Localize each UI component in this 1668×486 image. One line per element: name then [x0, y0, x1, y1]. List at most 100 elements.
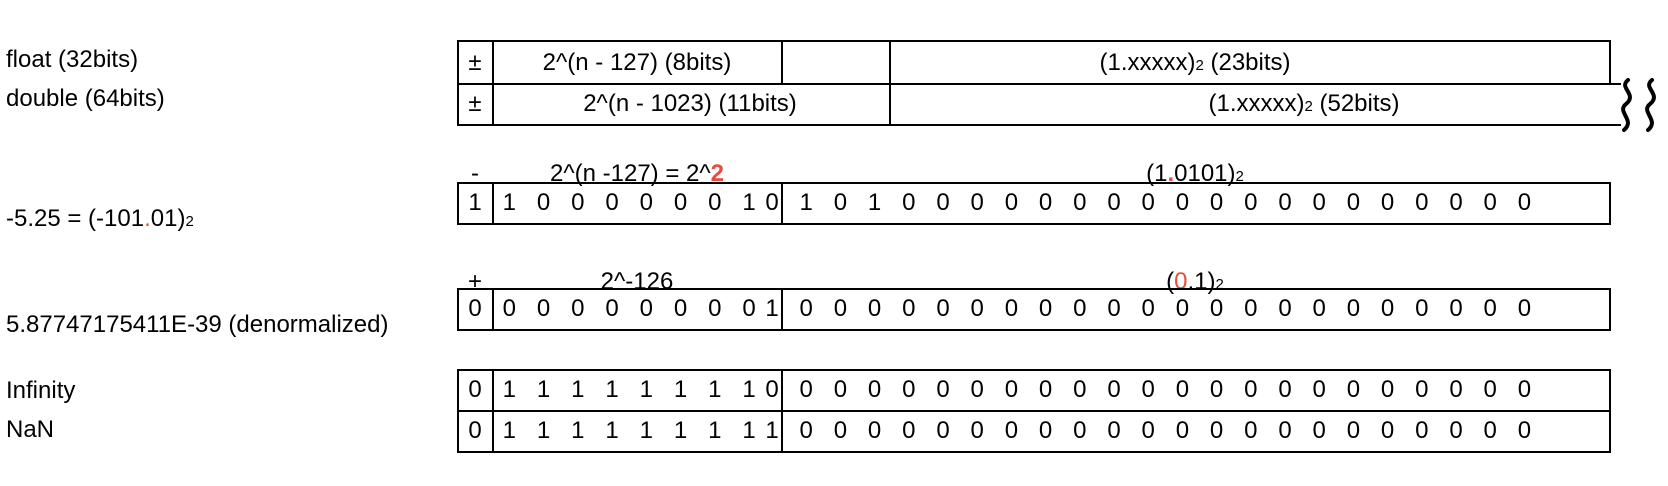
field-divider — [492, 288, 494, 331]
bit-cell: 0 — [1346, 417, 1361, 444]
bit-cell: 0 — [1141, 417, 1155, 444]
bit-cell: 1 — [708, 417, 722, 444]
bit-cell: 0 — [639, 189, 653, 216]
bit-cell: 0 — [605, 189, 619, 216]
bit-cell: 0 — [902, 189, 916, 216]
bit-cell: 0 — [1278, 189, 1292, 216]
bit-cell: 1 — [765, 417, 779, 444]
bit-cell: 0 — [1038, 189, 1053, 216]
float-mantissa-cell: (1.xxxxx)2 (23bits) — [1099, 49, 1291, 76]
bit-cell: 0 — [1209, 295, 1224, 322]
bit-cell: 0 — [1073, 189, 1087, 216]
bit-cell: 0 — [1278, 376, 1292, 403]
bit-cell: 0 — [1483, 295, 1497, 322]
bit-cell: 0 — [1004, 417, 1019, 444]
bit-cell: 0 — [867, 376, 882, 403]
bit-cell: 0 — [1483, 376, 1497, 403]
bit-cell: 0 — [799, 295, 813, 322]
bit-cell: 0 — [799, 376, 813, 403]
bit-cell: 0 — [605, 295, 619, 322]
bit-cell: 0 — [1175, 295, 1190, 322]
example-denormalized-exponent-header: 2^-126 — [600, 268, 674, 295]
bit-cell: 0 — [1244, 417, 1258, 444]
bit-cell: 0 — [1312, 417, 1326, 444]
bit-cell: 0 — [1107, 417, 1121, 444]
bit-cell: 0 — [1449, 417, 1463, 444]
example-denormalized-bit-table — [457, 288, 1611, 331]
bit-cell: 0 — [1278, 295, 1292, 322]
bit-cell: 0 — [902, 295, 916, 322]
bit-cell: 0 — [673, 295, 688, 322]
bit-cell: 0 — [833, 417, 848, 444]
bit-cell: 1 — [673, 376, 688, 403]
bit-cell: 0 — [765, 376, 779, 403]
field-divider — [781, 182, 783, 225]
bit-cell: 0 — [765, 189, 779, 216]
bit-cell: 0 — [1278, 417, 1292, 444]
bit-cell: 0 — [571, 295, 585, 322]
bit-cell: 0 — [970, 295, 984, 322]
bit-cell: 0 — [970, 189, 984, 216]
bit-cell: 1 — [502, 417, 516, 444]
bit-cell: 0 — [1107, 189, 1121, 216]
bit-cell: 0 — [1244, 189, 1258, 216]
bit-cell: 0 — [1141, 376, 1155, 403]
bit-cell: 0 — [1346, 376, 1361, 403]
bit-cell: 0 — [1415, 376, 1429, 403]
bit-cell: 0 — [468, 376, 482, 403]
field-divider — [492, 182, 494, 225]
bit-cell: 0 — [1073, 376, 1087, 403]
bit-cell: 0 — [1312, 376, 1326, 403]
double-format-label: double (64bits) — [6, 85, 165, 112]
bit-cell: 0 — [867, 417, 882, 444]
bit-cell: 0 — [936, 189, 950, 216]
bit-cell: 0 — [1004, 295, 1019, 322]
example-denormalized-label: 5.87747175411E-39 (denormalized) — [6, 311, 389, 338]
row-divider — [457, 410, 1611, 412]
bit-cell: 0 — [1483, 189, 1497, 216]
bit-cell: 0 — [1346, 189, 1361, 216]
bit-cell: 1 — [742, 417, 756, 444]
bit-cell: 0 — [1107, 295, 1121, 322]
bit-cell: 1 — [765, 295, 779, 322]
example-negative-bit-table — [457, 182, 1611, 225]
bit-cell: 0 — [1175, 376, 1190, 403]
bit-cell: 0 — [1175, 417, 1190, 444]
bit-cell: 1 — [708, 376, 722, 403]
nan-label: NaN — [6, 416, 55, 443]
bit-cell: 0 — [1449, 295, 1463, 322]
bit-cell: 0 — [1209, 376, 1224, 403]
field-divider — [781, 288, 783, 331]
bit-cell: 0 — [1483, 417, 1497, 444]
bit-cell: 0 — [1209, 417, 1224, 444]
bit-cell: 0 — [1312, 295, 1326, 322]
bit-cell: 1 — [605, 417, 619, 444]
bit-cell: 0 — [536, 295, 551, 322]
bit-cell: 0 — [867, 295, 882, 322]
float-exponent-cell: 2^(n - 127) (8bits) — [542, 49, 732, 76]
bit-cell: 0 — [708, 295, 722, 322]
bit-cell: 1 — [571, 417, 585, 444]
bit-cell: 0 — [708, 189, 722, 216]
double-exponent-cell: 2^(n - 1023) (11bits) — [583, 90, 797, 117]
bit-cell: 0 — [1449, 376, 1463, 403]
bit-cell: 1 — [605, 376, 619, 403]
double-mantissa-cell: (1.xxxxx)2 (52bits) — [1208, 90, 1400, 117]
bit-cell: 0 — [1380, 295, 1395, 322]
wavy-break-icon — [1621, 78, 1656, 132]
double-sign-cell: ± — [468, 90, 482, 117]
bit-cell: 1 — [536, 417, 551, 444]
bit-cell: 0 — [468, 295, 482, 322]
bit-cell: 0 — [1415, 189, 1429, 216]
bit-cell: 0 — [1449, 189, 1463, 216]
example-negative-label: -5.25 = (-101.01)2 — [6, 205, 194, 232]
bit-cell: 0 — [970, 376, 984, 403]
bit-cell: 0 — [742, 295, 756, 322]
bit-cell: 0 — [1038, 417, 1053, 444]
bit-cell: 0 — [833, 189, 848, 216]
bit-cell: 0 — [1244, 376, 1258, 403]
bit-cell: 0 — [1380, 417, 1395, 444]
bit-cell: 0 — [1415, 295, 1429, 322]
bit-cell: 1 — [867, 189, 882, 216]
bit-cell: 0 — [799, 417, 813, 444]
